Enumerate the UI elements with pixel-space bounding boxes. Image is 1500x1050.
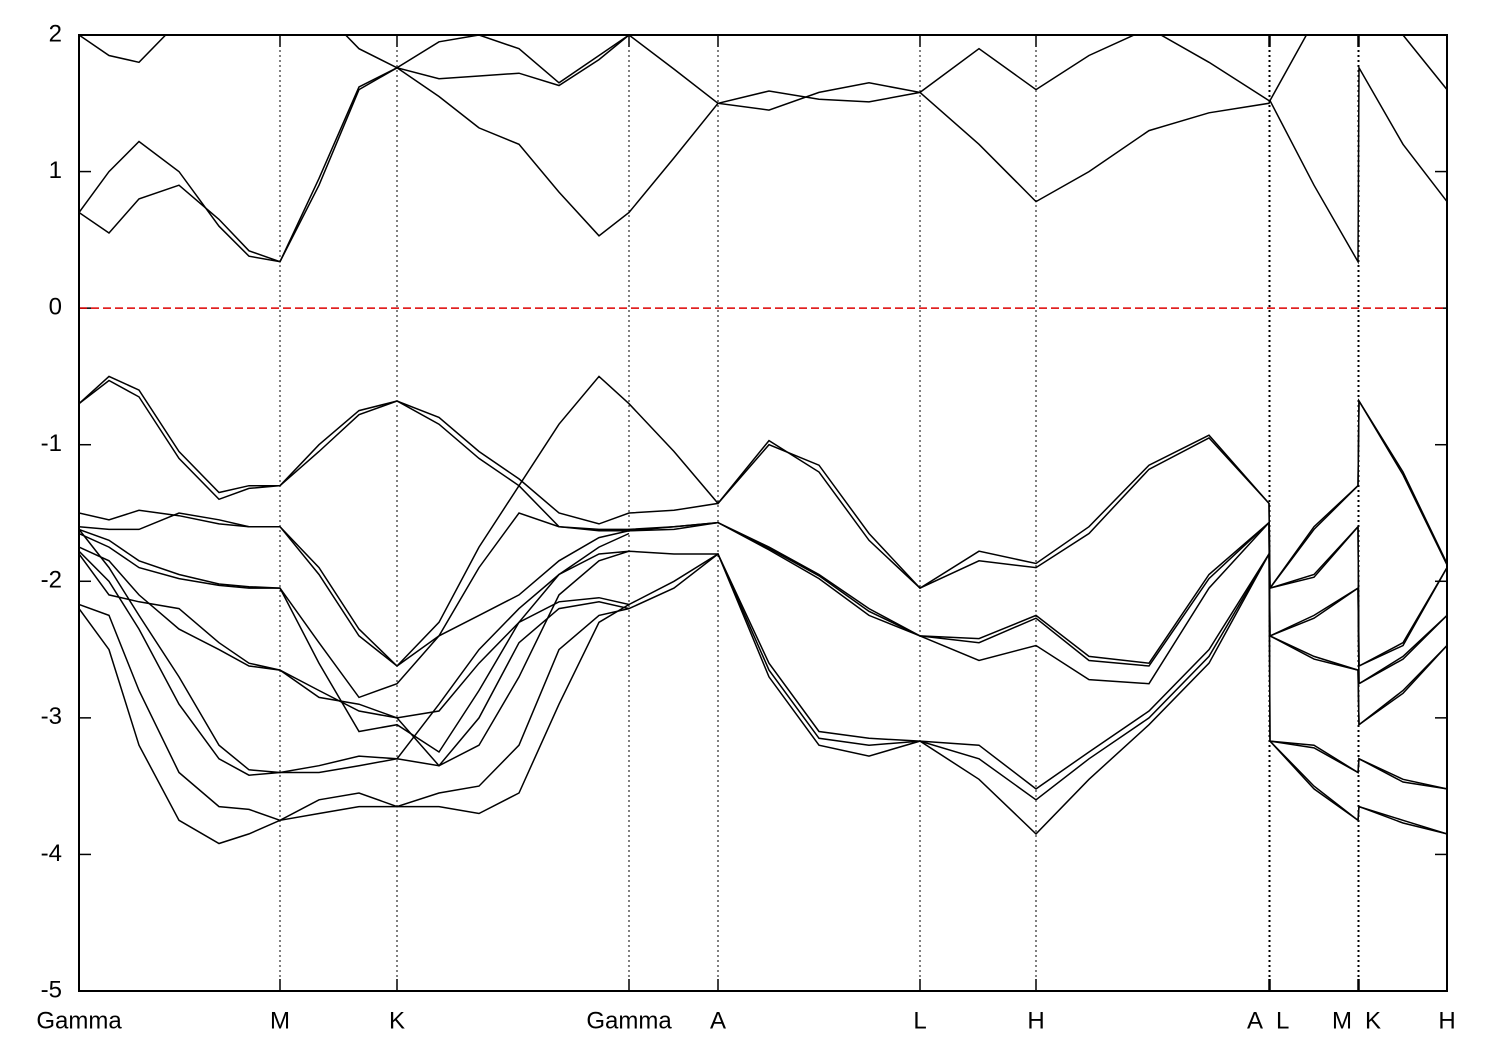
x-tick-label: L	[913, 1007, 926, 1034]
band-line	[79, 528, 1447, 774]
x-tick-label: K	[1365, 1007, 1381, 1034]
plot-frame	[78, 34, 1448, 992]
x-tick-label: Gamma	[36, 1007, 122, 1034]
x-tick-label: K	[389, 1007, 405, 1034]
y-tick-label: -3	[41, 703, 62, 730]
band-line	[79, 484, 1447, 727]
band-line	[79, 550, 1447, 776]
band-line	[79, 532, 1447, 835]
band-line	[79, 35, 630, 84]
x-tick-label: M	[270, 1007, 290, 1034]
band-line	[79, 65, 1447, 265]
y-tick-label: -1	[41, 430, 62, 457]
y-tick-label: 2	[49, 20, 62, 47]
x-tick-label: H	[1027, 1007, 1044, 1034]
y-tick-label: -4	[41, 840, 62, 867]
band-line	[79, 603, 1447, 822]
x-tick-label: H	[1438, 1007, 1455, 1034]
x-tick-label: A	[710, 1007, 726, 1034]
band-line	[79, 35, 1447, 263]
x-tick-label: L	[1276, 1007, 1289, 1034]
band-line	[79, 603, 1447, 845]
y-tick-label: -2	[41, 567, 62, 594]
band-line	[79, 375, 1447, 668]
band-line	[79, 524, 1447, 801]
band-line	[79, 398, 1447, 835]
plot-area	[79, 35, 1447, 845]
y-tick-label: -5	[41, 976, 62, 1003]
y-tick-label: 0	[49, 293, 62, 320]
x-tick-label: A	[1247, 1007, 1263, 1034]
x-tick-label: M	[1332, 1007, 1352, 1034]
y-tick-label: 1	[49, 157, 62, 184]
x-tick-label: Gamma	[586, 1007, 672, 1034]
